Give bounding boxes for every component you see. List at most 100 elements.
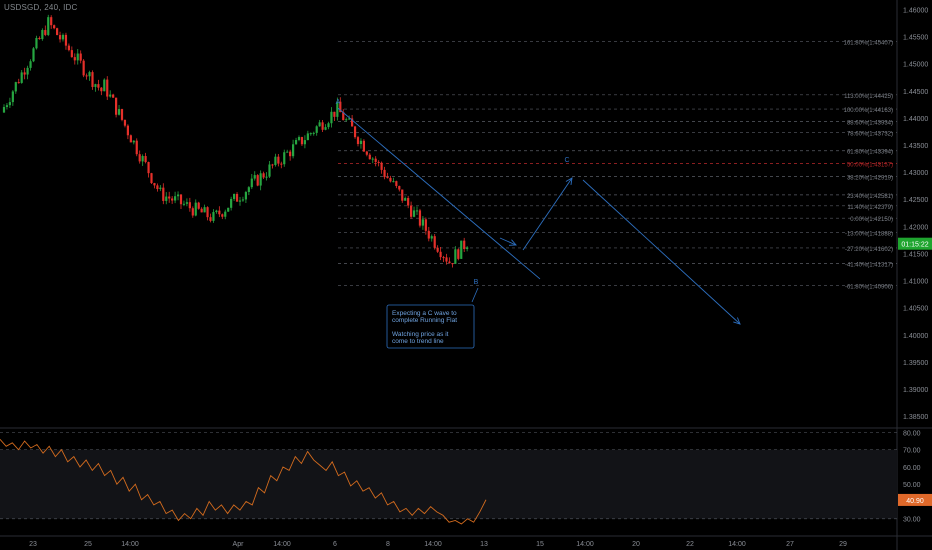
- price-tick-label: 1.44000: [903, 116, 928, 123]
- candle-body: [138, 154, 141, 162]
- fib-level-label: 113.00%(1.44425): [844, 94, 893, 100]
- candle-body: [430, 236, 433, 239]
- rsi-tick-label: 30.00: [903, 517, 921, 524]
- candle-body: [171, 198, 174, 201]
- price-tick-label: 1.46000: [903, 7, 928, 14]
- candle-body: [383, 169, 386, 178]
- candle-body: [106, 79, 109, 97]
- candle-body: [294, 140, 298, 145]
- callout-pointer: [471, 287, 479, 303]
- candle-body: [11, 91, 14, 103]
- candle-body: [44, 30, 47, 35]
- candle-body: [253, 175, 256, 179]
- time-tick-label: 8: [386, 541, 390, 548]
- candle-body: [32, 48, 35, 62]
- callout-text-line: complete Running Flat: [392, 317, 457, 324]
- candle-body: [259, 173, 262, 186]
- candle-body: [112, 94, 115, 98]
- time-tick-label: 15: [536, 541, 544, 548]
- candle-body: [23, 72, 26, 75]
- time-tick-label: 13: [480, 541, 488, 548]
- candle-body: [442, 257, 445, 259]
- candle-body: [141, 156, 144, 162]
- wave-label-a: A: [336, 99, 341, 106]
- candle-body: [238, 200, 242, 202]
- candle-body: [333, 111, 336, 117]
- candle-body: [221, 214, 224, 217]
- candle-body: [162, 187, 165, 201]
- candle-body: [351, 118, 354, 127]
- candle-body: [265, 176, 268, 178]
- candle-body: [159, 187, 162, 190]
- candle-body: [135, 140, 138, 155]
- candle-body: [289, 151, 292, 157]
- rsi-value-badge: [898, 493, 932, 506]
- candle-body: [29, 61, 32, 68]
- candle-body: [218, 210, 221, 215]
- candle-body: [306, 133, 309, 141]
- rsi-series-line: [0, 439, 487, 525]
- candle-body: [165, 196, 168, 201]
- candle-body: [212, 212, 215, 221]
- candle-body: [353, 126, 357, 138]
- rsi-tick-label: 60.00: [903, 465, 921, 472]
- candle-body: [362, 140, 365, 152]
- candle-body: [38, 37, 41, 40]
- candle-body: [324, 127, 327, 130]
- time-tick-label: 14:00: [576, 541, 594, 548]
- time-tick-label: Apr: [233, 541, 245, 548]
- candle-body: [153, 183, 156, 186]
- candle-body: [433, 236, 436, 248]
- time-tick-label: 22: [686, 541, 694, 548]
- candle-body: [283, 152, 286, 165]
- price-tick-label: 1.39500: [903, 360, 928, 367]
- fib-level-label: 0.00%(1.42150): [850, 217, 893, 223]
- candle-body: [94, 84, 97, 87]
- candle-body: [188, 202, 191, 209]
- candle-body: [117, 109, 121, 115]
- last-price-label: 01:15:22: [901, 242, 928, 249]
- candle-body: [327, 123, 330, 128]
- candle-body: [200, 208, 203, 213]
- candle-body: [448, 261, 451, 264]
- candle-body: [185, 202, 188, 204]
- candle-body: [230, 198, 233, 208]
- price-tick-label: 1.38500: [903, 414, 928, 421]
- candle-body: [404, 198, 407, 201]
- forecast-arrow-3: [582, 179, 741, 325]
- candle-body: [398, 185, 401, 190]
- price-tick-label: 1.40500: [903, 306, 928, 313]
- price-tick-label: 1.45500: [903, 35, 928, 42]
- fib-level-label: 61.80%(1.43394): [847, 150, 893, 156]
- candle-body: [339, 101, 342, 113]
- candle-body: [389, 177, 392, 182]
- price-tick-label: 1.43000: [903, 170, 928, 177]
- candle-body: [424, 219, 427, 231]
- candle-body: [356, 137, 360, 145]
- forecast-arrow-1-head: [508, 239, 517, 246]
- candle-body: [342, 112, 345, 121]
- price-tick-label: 1.41500: [903, 251, 928, 258]
- candle-body: [274, 156, 277, 166]
- rsi-tick-label: 50.00: [903, 482, 921, 489]
- candle-body: [203, 207, 206, 213]
- candle-body: [206, 207, 209, 218]
- candle-body: [156, 185, 159, 190]
- candle-body: [457, 249, 460, 259]
- candle-body: [8, 102, 11, 106]
- candle-body: [224, 211, 227, 217]
- candle-body: [168, 196, 171, 199]
- fib-level-label: -27.20%(1.41602): [845, 247, 893, 253]
- candle-body: [371, 158, 374, 160]
- fib-level-label: 11.40%(1.42379): [847, 205, 893, 211]
- time-tick-label: 20: [632, 541, 640, 548]
- callout-text-line: Watching price as it: [392, 331, 449, 338]
- candle-body: [386, 177, 389, 179]
- candle-body: [345, 119, 348, 121]
- symbol-label: USDSGD, 240, IDC: [4, 3, 77, 12]
- candle-body: [26, 67, 29, 75]
- candle-body: [247, 187, 250, 193]
- candle-body: [2, 107, 6, 113]
